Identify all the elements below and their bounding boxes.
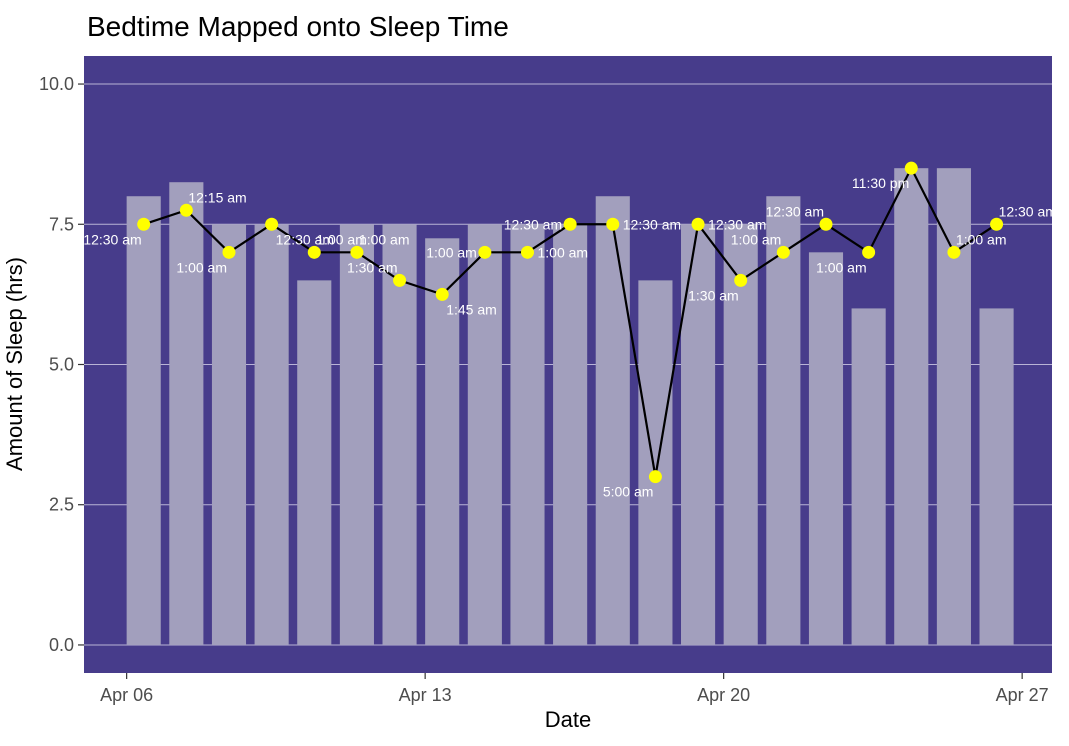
- y-tick-label: 7.5: [49, 214, 74, 234]
- sleep-bar: [979, 308, 1014, 645]
- x-tick-label: Apr 20: [697, 685, 750, 705]
- sleep-bar: [339, 224, 374, 645]
- bedtime-point: [520, 245, 534, 259]
- x-tick-label: Apr 27: [996, 685, 1049, 705]
- sleep-bars: [126, 168, 1014, 645]
- bedtime-label: 1:00 am: [537, 244, 588, 260]
- sleep-bar: [211, 224, 247, 645]
- y-tick-label: 2.5: [49, 495, 74, 515]
- bedtime-point: [862, 245, 876, 259]
- bedtime-label: 1:30 am: [688, 287, 739, 303]
- sleep-bar: [425, 238, 460, 645]
- y-tick-label: 0.0: [49, 635, 74, 655]
- sleep-bar: [510, 224, 545, 645]
- bedtime-label: 12:30 am: [999, 203, 1057, 219]
- sleep-bar: [382, 224, 417, 645]
- x-axis-title: Date: [545, 707, 591, 732]
- sleep-bar: [808, 252, 844, 645]
- bedtime-point: [691, 217, 705, 231]
- bedtime-point: [648, 470, 662, 484]
- y-tick-label: 10.0: [39, 74, 74, 94]
- bedtime-point: [776, 245, 790, 259]
- bedtime-label: 1:45 am: [446, 301, 497, 317]
- y-tick-label: 5.0: [49, 355, 74, 375]
- bedtime-point: [222, 245, 236, 259]
- chart-title: Bedtime Mapped onto Sleep Time: [87, 11, 509, 42]
- bedtime-point: [904, 161, 918, 175]
- bedtime-label: 1:30 am: [347, 259, 398, 275]
- sleep-bar: [169, 182, 204, 645]
- bedtime-label: 12:30 am: [504, 216, 562, 232]
- bedtime-point: [350, 245, 364, 259]
- bedtime-point: [606, 217, 620, 231]
- bedtime-point: [393, 273, 407, 287]
- sleep-bar: [638, 280, 673, 645]
- bedtime-label: 11:30 pm: [852, 175, 909, 191]
- bedtime-label: 12:30 am: [623, 216, 681, 232]
- sleep-bar: [766, 196, 801, 645]
- bedtime-label: 12:15 am: [188, 189, 246, 205]
- bedtime-label: 12:30 am: [766, 203, 824, 219]
- sleep-bar: [553, 224, 588, 645]
- bedtime-point: [734, 273, 748, 287]
- bedtime-label: 12:30 am: [276, 231, 334, 247]
- sleep-bar: [595, 196, 630, 645]
- sleep-bar: [254, 224, 289, 645]
- bedtime-label: 1:00 am: [426, 244, 477, 260]
- bedtime-label: 12:30 am: [708, 216, 766, 232]
- x-tick-label: Apr 06: [100, 685, 153, 705]
- bedtime-point: [137, 217, 151, 231]
- bedtime-point: [563, 217, 577, 231]
- bedtime-point: [478, 245, 492, 259]
- x-axis: Apr 06 Apr 13 Apr 20 Apr 27: [100, 673, 1049, 705]
- sleep-bar: [851, 308, 886, 645]
- sleep-bar: [126, 196, 161, 645]
- bedtime-label: 1:00 am: [956, 231, 1007, 247]
- bedtime-label: 1:00 am: [176, 259, 227, 275]
- bedtime-point: [179, 203, 193, 217]
- sleep-bar: [723, 224, 758, 645]
- x-tick-label: Apr 13: [399, 685, 452, 705]
- bedtime-label: 1:00 am: [316, 231, 367, 247]
- sleep-bar: [297, 280, 332, 645]
- y-axis-title: Amount of Sleep (hrs): [2, 257, 27, 471]
- bedtime-point: [947, 245, 961, 259]
- bedtime-point: [265, 217, 279, 231]
- bedtime-points: [137, 161, 1004, 484]
- bedtime-label: 1:00 am: [731, 231, 782, 247]
- bedtime-label: 1:00 am: [816, 259, 867, 275]
- sleep-bar: [467, 224, 502, 645]
- y-axis: 0.0 2.5 5.0 7.5 10.0: [39, 74, 84, 655]
- bedtime-label: 1:00 am: [359, 231, 410, 247]
- bedtime-point: [819, 217, 833, 231]
- bedtime-label: 12:30 am: [83, 231, 141, 247]
- bedtime-point: [990, 217, 1004, 231]
- sleep-bar: [894, 168, 929, 645]
- bedtime-point: [435, 287, 449, 301]
- bedtime-point: [307, 245, 321, 259]
- bedtime-label: 5:00 am: [603, 484, 654, 500]
